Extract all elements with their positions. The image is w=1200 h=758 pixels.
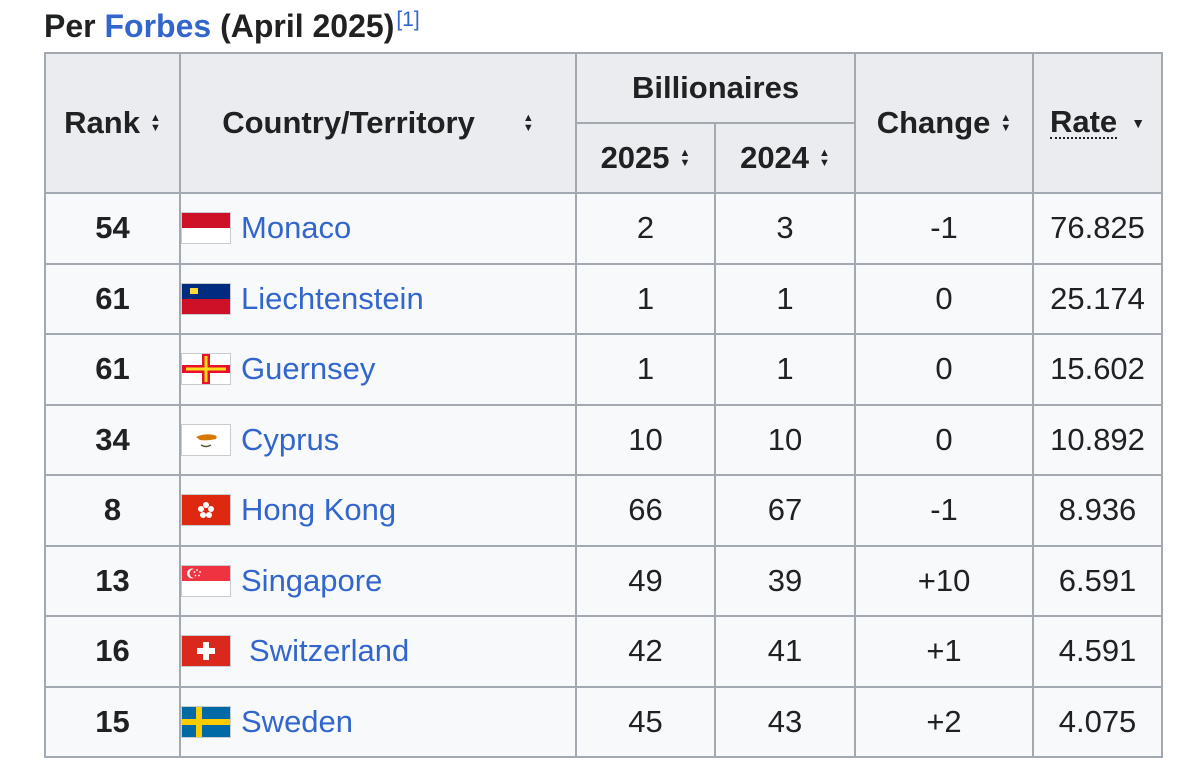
rate-cell: 10.892 <box>1032 403 1164 476</box>
rank-cell: 61 <box>44 262 181 335</box>
table-row: 54 Monaco 2 3 -1 76.825 <box>44 192 1164 265</box>
year-2025-label: 2025 <box>600 140 670 175</box>
billionaires-2024-cell: 43 <box>713 685 857 758</box>
change-cell: +2 <box>854 685 1035 758</box>
country-link[interactable]: Switzerland <box>249 633 410 669</box>
table-row: 8 Hong Kong 66 67 -1 8.936 <box>44 474 1164 547</box>
change-cell: 0 <box>854 403 1035 476</box>
country-link[interactable]: Sweden <box>241 703 354 739</box>
billionaires-2025-cell: 1 <box>575 262 716 335</box>
billionaires-2025-cell: 49 <box>575 544 716 617</box>
sort-updown-icon[interactable]: ▲ ▼ <box>149 112 161 134</box>
rate-cell: 76.825 <box>1032 192 1164 265</box>
sweden-flag-icon[interactable] <box>181 705 231 738</box>
change-header[interactable]: Change ▲ ▼ <box>854 52 1035 194</box>
billionaires-2024-cell: 39 <box>713 544 857 617</box>
billionaires-2024-cell: 3 <box>713 192 857 265</box>
sort-down-icon[interactable]: ▼ <box>1131 115 1146 131</box>
billionaires-2025-cell: 10 <box>575 403 716 476</box>
billionaires-2024-cell: 1 <box>713 262 857 335</box>
country-cell: Singapore <box>179 544 577 617</box>
reference-link[interactable]: [1] <box>396 8 420 31</box>
country-cell: Cyprus <box>179 403 577 476</box>
sort-updown-icon[interactable]: ▲ ▼ <box>819 147 830 169</box>
billionaires-header: Billionaires <box>574 52 857 124</box>
country-header-label: Country/Territory <box>222 105 475 140</box>
table-row: 16 Switzerland 42 41 +1 4.591 <box>44 615 1164 688</box>
country-cell: Liechtenstein <box>179 262 577 335</box>
change-header-label: Change <box>876 105 991 140</box>
rate-cell: 4.075 <box>1032 685 1164 758</box>
country-cell: Guernsey <box>179 333 577 406</box>
billionaires-table: Rank ▲ ▼ Country/Territory ▲ ▼ Billionaire… <box>44 52 1164 758</box>
rank-cell: 8 <box>44 474 181 547</box>
change-cell: 0 <box>854 333 1035 406</box>
country-link[interactable]: Cyprus <box>241 421 340 457</box>
billionaires-header-label: Billionaires <box>631 70 800 105</box>
singapore-flag-icon[interactable] <box>181 564 231 597</box>
change-cell: -1 <box>854 474 1035 547</box>
change-cell: 0 <box>854 262 1035 335</box>
country-cell: Monaco <box>179 192 577 265</box>
hong-kong-flag-icon[interactable] <box>181 494 231 527</box>
billionaires-2025-cell: 1 <box>575 333 716 406</box>
country-link[interactable]: Liechtenstein <box>241 280 424 316</box>
table-row: 15 Sweden 45 43 +2 4.075 <box>44 685 1164 758</box>
rate-cell: 15.602 <box>1032 333 1164 406</box>
table-row: 34 Cyprus 10 10 0 10.892 <box>44 403 1164 476</box>
country-cell: Switzerland <box>179 615 577 688</box>
billionaires-2025-cell: 42 <box>575 615 716 688</box>
country-link[interactable]: Guernsey <box>241 351 376 387</box>
monaco-flag-icon[interactable] <box>181 212 231 245</box>
change-cell: +10 <box>854 544 1035 617</box>
rate-header[interactable]: Rate ▼ <box>1032 52 1164 194</box>
rank-header[interactable]: Rank ▲ ▼ <box>44 52 181 194</box>
country-link[interactable]: Singapore <box>241 562 383 598</box>
forbes-link[interactable]: Forbes <box>104 8 212 44</box>
caption-prefix: Per <box>44 8 105 44</box>
sort-updown-icon[interactable]: ▲ ▼ <box>1000 112 1012 134</box>
rank-cell: 13 <box>44 544 181 617</box>
rank-cell: 54 <box>44 192 181 265</box>
billionaires-2024-cell: 41 <box>713 615 857 688</box>
change-cell: -1 <box>854 192 1035 265</box>
rate-cell: 25.174 <box>1032 262 1164 335</box>
country-header[interactable]: Country/Territory ▲ ▼ <box>179 52 577 194</box>
change-cell: +1 <box>854 615 1035 688</box>
billionaires-2024-cell: 67 <box>713 474 857 547</box>
rank-cell: 34 <box>44 403 181 476</box>
rate-cell: 4.591 <box>1032 615 1164 688</box>
guernsey-flag-icon[interactable] <box>181 353 231 386</box>
billionaires-2024-cell: 10 <box>713 403 857 476</box>
sort-updown-icon[interactable]: ▲ ▼ <box>522 112 534 134</box>
rank-header-label: Rank <box>64 105 140 140</box>
rate-cell: 8.936 <box>1032 474 1164 547</box>
billionaires-2025-cell: 2 <box>575 192 716 265</box>
country-link[interactable]: Monaco <box>241 210 352 246</box>
country-cell: Sweden <box>179 685 577 758</box>
year-2025-header[interactable]: 2025 ▲ ▼ <box>575 122 716 194</box>
rate-cell: 6.591 <box>1032 544 1164 617</box>
rate-header-label[interactable]: Rate <box>1049 104 1118 139</box>
table-caption: Per Forbes (April 2025)[1] <box>44 6 420 46</box>
billionaires-2024-cell: 1 <box>713 333 857 406</box>
country-cell: Hong Kong <box>179 474 577 547</box>
caption-suffix: (April 2025) <box>211 8 395 44</box>
rank-cell: 16 <box>44 615 181 688</box>
table-row: 61 Liechtenstein 1 1 0 25.174 <box>44 262 1164 335</box>
table-row: 13 Singapore 49 39 +10 6.591 <box>44 544 1164 617</box>
liechtenstein-flag-icon[interactable] <box>181 282 231 315</box>
rank-cell: 61 <box>44 333 181 406</box>
switzerland-flag-icon[interactable] <box>181 635 231 668</box>
billionaires-2025-cell: 45 <box>575 685 716 758</box>
country-link[interactable]: Hong Kong <box>241 492 397 528</box>
table-row: 61 Guernsey 1 1 0 15.602 <box>44 333 1164 406</box>
sort-updown-icon[interactable]: ▲ ▼ <box>679 147 691 169</box>
year-2024-header[interactable]: 2024 ▲ ▼ <box>713 122 857 194</box>
year-2024-label: 2024 <box>740 140 810 175</box>
billionaires-2025-cell: 66 <box>575 474 716 547</box>
cyprus-flag-icon[interactable] <box>181 423 231 456</box>
rank-cell: 15 <box>44 685 181 758</box>
